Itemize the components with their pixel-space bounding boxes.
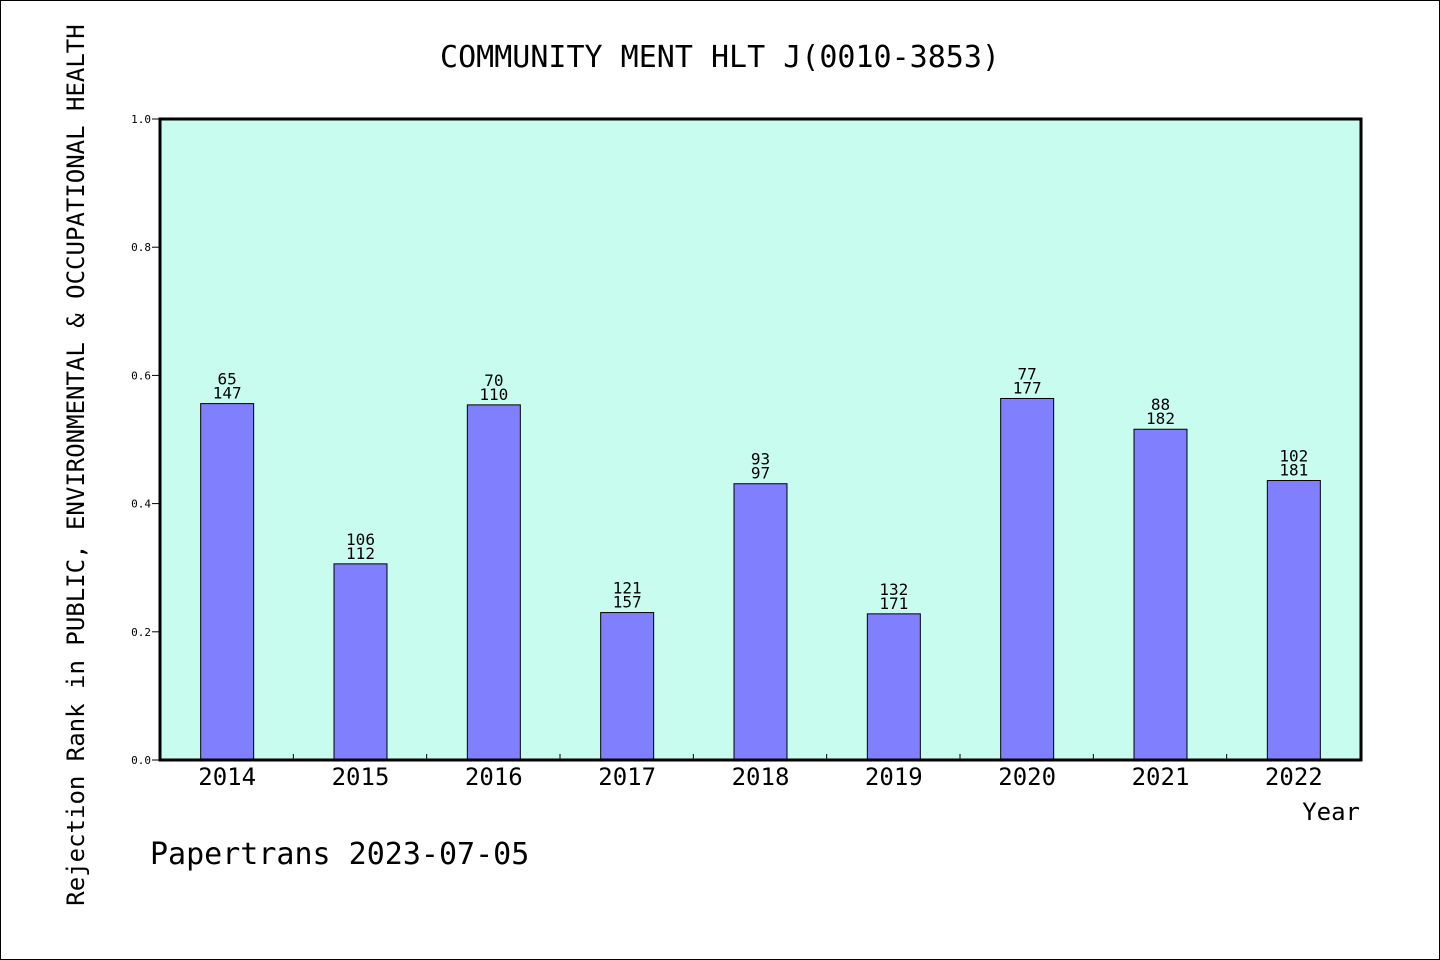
bar-2022 bbox=[1266, 480, 1321, 761]
bar-2021 bbox=[1133, 428, 1188, 761]
bar-label-bottom-2022: 181 bbox=[1279, 461, 1308, 480]
y-tick-label-0.2: 0.2 bbox=[131, 626, 151, 639]
y-tick-label-1.0: 1.0 bbox=[131, 113, 151, 126]
bar-2014 bbox=[200, 403, 255, 761]
bar-label-bottom-2020: 177 bbox=[1013, 378, 1042, 397]
bar-label-top-2015: 106 bbox=[346, 530, 375, 549]
y-tick-label-0.8: 0.8 bbox=[131, 241, 151, 254]
bar-2016 bbox=[466, 404, 521, 761]
x-tick-label-2022: 2022 bbox=[1265, 763, 1323, 791]
y-tick-label-0.6: 0.6 bbox=[131, 369, 151, 382]
x-tick-label-2020: 2020 bbox=[998, 763, 1056, 791]
bar-label-top-2016: 70 bbox=[484, 371, 503, 390]
bar-label-top-2019: 132 bbox=[879, 580, 908, 599]
bar-label-top-2020: 77 bbox=[1018, 364, 1037, 383]
bar-2020 bbox=[1000, 397, 1055, 761]
bar-label-bottom-2019: 171 bbox=[879, 594, 908, 613]
bar-label-top-2018: 93 bbox=[751, 450, 770, 469]
x-axis: 2014 2015 2016 2017 2018 2019 2020 2021 2022 bbox=[198, 754, 1323, 791]
bars-group bbox=[200, 397, 1321, 761]
y-axis: 0.0 0.2 0.4 0.6 0.8 1.0 bbox=[131, 113, 160, 767]
bar-label-bottom-2017: 157 bbox=[613, 593, 642, 612]
bar-labels-group: 6514710611270110121157939713217177177881… bbox=[213, 364, 1309, 612]
bar-label-bottom-2014: 147 bbox=[213, 384, 242, 403]
bar-2019 bbox=[866, 613, 921, 761]
bar-label-bottom-2016: 110 bbox=[479, 385, 508, 404]
x-tick-label-2016: 2016 bbox=[465, 763, 523, 791]
x-tick-label-2021: 2021 bbox=[1132, 763, 1190, 791]
x-axis-label: Year bbox=[1302, 798, 1360, 826]
plot-border bbox=[158, 117, 1363, 762]
bar-2018 bbox=[733, 483, 788, 761]
x-tick-label-2014: 2014 bbox=[198, 763, 256, 791]
bar-label-top-2017: 121 bbox=[613, 579, 642, 598]
y-tick-label-0.0: 0.0 bbox=[131, 754, 151, 767]
chart-title: COMMUNITY MENT HLT J(0010-3853) bbox=[440, 40, 1000, 75]
y-axis-label: Rejection Rank in PUBLIC, ENVIRONMENTAL … bbox=[62, 24, 90, 905]
x-tick-label-2018: 2018 bbox=[732, 763, 790, 791]
x-tick-label-2015: 2015 bbox=[332, 763, 390, 791]
bar-2017 bbox=[600, 612, 655, 761]
bar-2015 bbox=[333, 563, 388, 761]
bar-label-bottom-2021: 182 bbox=[1146, 409, 1175, 428]
bar-label-bottom-2015: 112 bbox=[346, 544, 375, 563]
footer-text: Papertrans 2023-07-05 bbox=[150, 837, 529, 872]
bar-label-top-2021: 88 bbox=[1151, 395, 1170, 414]
bar-label-top-2014: 65 bbox=[218, 370, 237, 389]
bar-label-bottom-2018: 97 bbox=[751, 464, 770, 483]
x-tick-label-2017: 2017 bbox=[598, 763, 656, 791]
bar-label-top-2022: 102 bbox=[1279, 447, 1308, 466]
y-tick-label-0.4: 0.4 bbox=[131, 498, 151, 511]
x-tick-label-2019: 2019 bbox=[865, 763, 923, 791]
